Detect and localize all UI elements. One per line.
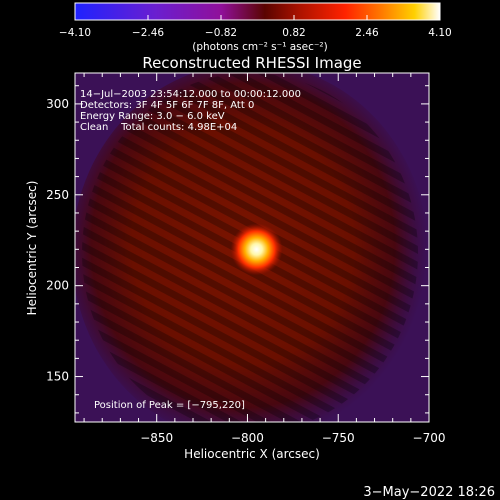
colorbar-tick-label: 4.10 (428, 27, 451, 39)
x-tick-label: −850 (140, 431, 173, 445)
colorbar-ticks: −4.10 −2.46 −0.82 0.82 2.46 4.10 (59, 15, 452, 39)
colorbar-unit-label: (photons cm⁻² s⁻¹ asec⁻²) (192, 41, 327, 53)
x-axis-ticks: −850 −800 −750 −700 (83, 73, 446, 445)
chart-title: Reconstructed RHESSI Image (142, 54, 361, 72)
colorbar-tick-label: −0.82 (205, 27, 237, 39)
peak-source (230, 223, 283, 276)
x-tick-label: −800 (231, 431, 264, 445)
annotation-peak-position: Position of Peak = [−795,220] (94, 400, 245, 411)
plot-frame (74, 72, 430, 423)
y-tick-label: 250 (46, 188, 69, 202)
footer-date: 3−May−2022 18:26 (363, 485, 495, 500)
colorbar-tick-label: −4.10 (59, 27, 91, 39)
y-tick-label: 150 (46, 370, 69, 384)
colorbar-tick-label: 2.46 (355, 27, 379, 39)
x-tick-label: −700 (413, 431, 446, 445)
annotation-clean-counts: Clean Total counts: 4.98E+04 (80, 122, 237, 133)
colorbar (74, 2, 441, 21)
y-axis-ticks: 150 200 250 300 (46, 85, 429, 414)
x-tick-label: −750 (322, 431, 355, 445)
colorbar-tick-label: −2.46 (132, 27, 164, 39)
y-tick-label: 300 (46, 97, 69, 111)
x-axis-label: Heliocentric X (arcsec) (184, 447, 320, 461)
annotation-energy-range: Energy Range: 3.0 − 6.0 keV (80, 111, 225, 122)
annotation-detectors: Detectors: 3F 4F 5F 6F 7F 8F, Att 0 (80, 100, 254, 111)
y-axis-label: Heliocentric Y (arcsec) (25, 181, 39, 316)
annotation-time-range: 14−Jul−2003 23:54:12.000 to 00:00:12.000 (80, 89, 301, 100)
y-tick-label: 200 (46, 279, 69, 293)
colorbar-tick-label: 0.82 (282, 27, 305, 39)
